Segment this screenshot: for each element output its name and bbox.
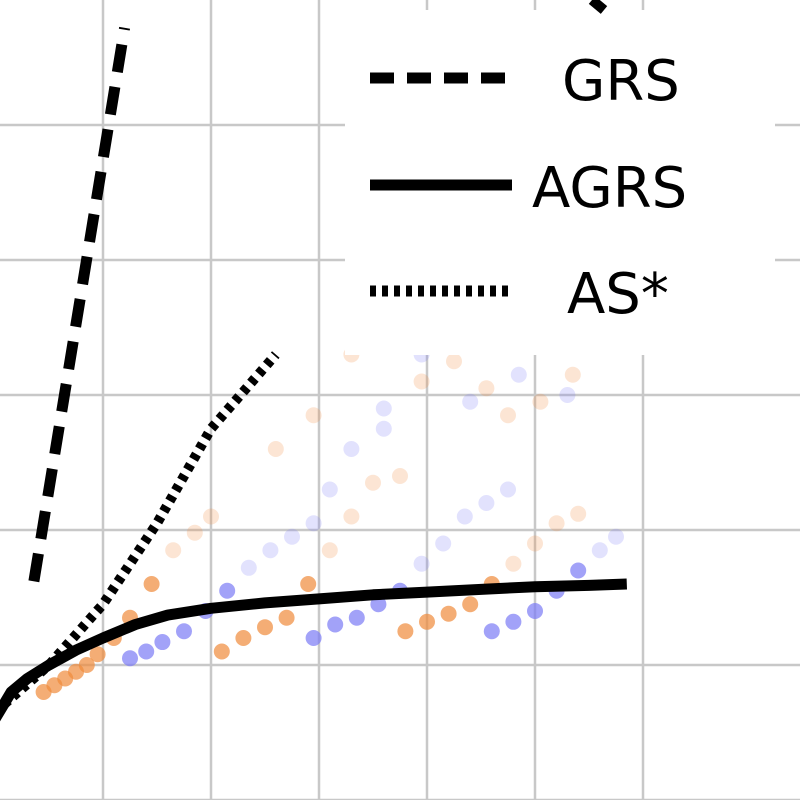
scatter-point-blue xyxy=(375,420,392,437)
scatter-point-orange xyxy=(532,393,549,410)
scatter-point-blue xyxy=(570,562,587,579)
scatter-point-orange xyxy=(321,542,338,559)
scatter-point-orange xyxy=(500,407,516,424)
scatter-point-orange xyxy=(505,555,522,572)
series-line-grs xyxy=(28,26,131,583)
scatter-point-orange xyxy=(305,407,322,424)
scatter-point-blue xyxy=(348,609,365,626)
scatter-point-orange xyxy=(343,508,360,525)
scatter-point-blue xyxy=(122,650,138,667)
scatter-point-blue xyxy=(527,603,543,619)
legend-label-agrs: AGRS xyxy=(532,156,687,221)
scatter-point-orange xyxy=(203,508,219,525)
scatter-point-blue xyxy=(370,596,387,613)
scatter-point-orange xyxy=(446,353,462,370)
scatter-point-orange xyxy=(548,515,565,532)
scatter-point-orange xyxy=(365,474,381,491)
scatter-point-orange xyxy=(267,441,284,457)
series-line-as-star xyxy=(0,351,280,715)
scatter-point-orange xyxy=(462,596,479,613)
scatter-point-orange xyxy=(440,605,457,622)
scatter-point-blue xyxy=(327,616,344,633)
scatter-point-orange xyxy=(235,630,252,646)
scatter-point-blue xyxy=(483,623,500,640)
scatter-point-orange xyxy=(527,535,543,552)
scatter-point-blue xyxy=(375,400,392,417)
scatter-point-orange xyxy=(78,657,95,673)
scatter-point-blue xyxy=(305,630,322,646)
scatter-point-blue xyxy=(591,542,608,559)
scatter-point-orange xyxy=(213,643,230,660)
scatter-point-orange xyxy=(300,576,317,592)
grs-offscreen-tail xyxy=(588,0,608,14)
scatter-point-blue xyxy=(478,495,495,511)
series-lines xyxy=(0,26,627,722)
scatter-point-blue xyxy=(456,508,473,525)
scatter-point-orange xyxy=(397,623,414,640)
scatter-point-orange xyxy=(419,613,435,630)
legend-label-grs: GRS xyxy=(562,49,680,114)
scatter-point-orange xyxy=(143,576,160,592)
scatter-point-orange xyxy=(392,468,408,484)
scatter-point-orange xyxy=(257,619,273,636)
scatter-point-orange xyxy=(89,646,106,663)
scatter-point-blue xyxy=(435,535,452,552)
scatter-point-blue xyxy=(321,481,338,498)
scatter-point-blue xyxy=(505,613,522,630)
scatter-point-blue xyxy=(305,515,322,532)
scatter-point-blue xyxy=(219,582,236,599)
scatter-point-orange xyxy=(278,609,295,626)
scatter-point-blue xyxy=(462,393,479,410)
scatter-point-blue xyxy=(284,528,300,545)
scatter-point-blue xyxy=(343,441,360,457)
scatter-point-blue xyxy=(240,559,257,576)
scatter-point-blue xyxy=(138,643,155,660)
scatter-point-orange xyxy=(564,366,581,383)
scatter-point-orange xyxy=(165,542,182,559)
legend-label-as-star: AS* xyxy=(567,262,669,327)
scatter-point-blue xyxy=(559,387,576,403)
scatter-point-blue xyxy=(500,481,516,498)
scatter-point-blue xyxy=(154,634,171,651)
scatter-point-orange xyxy=(478,380,495,397)
scatter-point-orange xyxy=(186,524,203,541)
scatter-point-blue xyxy=(413,555,430,572)
scatter-point-orange xyxy=(570,505,587,522)
scatter-point-blue xyxy=(262,542,279,559)
scatter-point-blue xyxy=(510,366,527,383)
legend: GRS AGRS AS* xyxy=(345,10,775,355)
scatter-point-orange xyxy=(413,373,430,390)
scatter-point-blue xyxy=(608,528,624,545)
scatter-point-blue xyxy=(176,623,192,640)
